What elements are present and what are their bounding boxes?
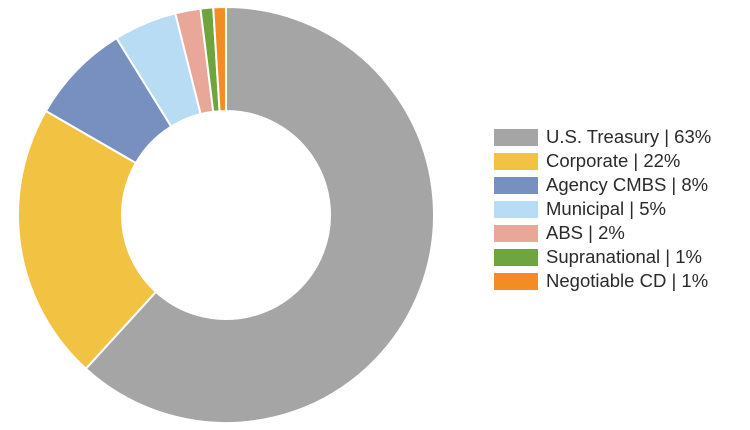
legend-swatch [494, 248, 538, 266]
legend-label: Agency CMBS | 8% [546, 174, 709, 195]
legend-item: ABS | 2% [494, 221, 750, 245]
legend-swatch [494, 224, 538, 242]
legend-item: U.S. Treasury | 63% [494, 125, 750, 149]
legend-label: U.S. Treasury | 63% [546, 126, 712, 147]
slice-negotiable-cd [212, 6, 227, 113]
legend-swatch [494, 176, 538, 194]
legend-item: Supranational | 1% [494, 245, 750, 269]
legend-label: Corporate | 22% [546, 150, 681, 171]
donut-slices [17, 6, 435, 424]
legend-label: Supranational | 1% [546, 246, 702, 267]
legend-swatch [494, 200, 538, 218]
slice-corporate [17, 110, 157, 370]
legend-label: Negotiable CD | 1% [546, 270, 709, 291]
legend-item: Corporate | 22% [494, 149, 750, 173]
legend-item: Agency CMBS | 8% [494, 173, 750, 197]
legend-label: Municipal | 5% [546, 198, 666, 219]
legend-item: Negotiable CD | 1% [494, 269, 750, 293]
chart-legend: U.S. Treasury | 63% Corporate | 22% Agency… [494, 125, 750, 293]
legend-swatch [494, 272, 538, 290]
legend-item: Municipal | 5% [494, 197, 750, 221]
slice-u-s-treasury [84, 6, 435, 424]
legend-label: ABS | 2% [546, 222, 625, 243]
legend-swatch [494, 128, 538, 146]
legend-swatch [494, 152, 538, 170]
